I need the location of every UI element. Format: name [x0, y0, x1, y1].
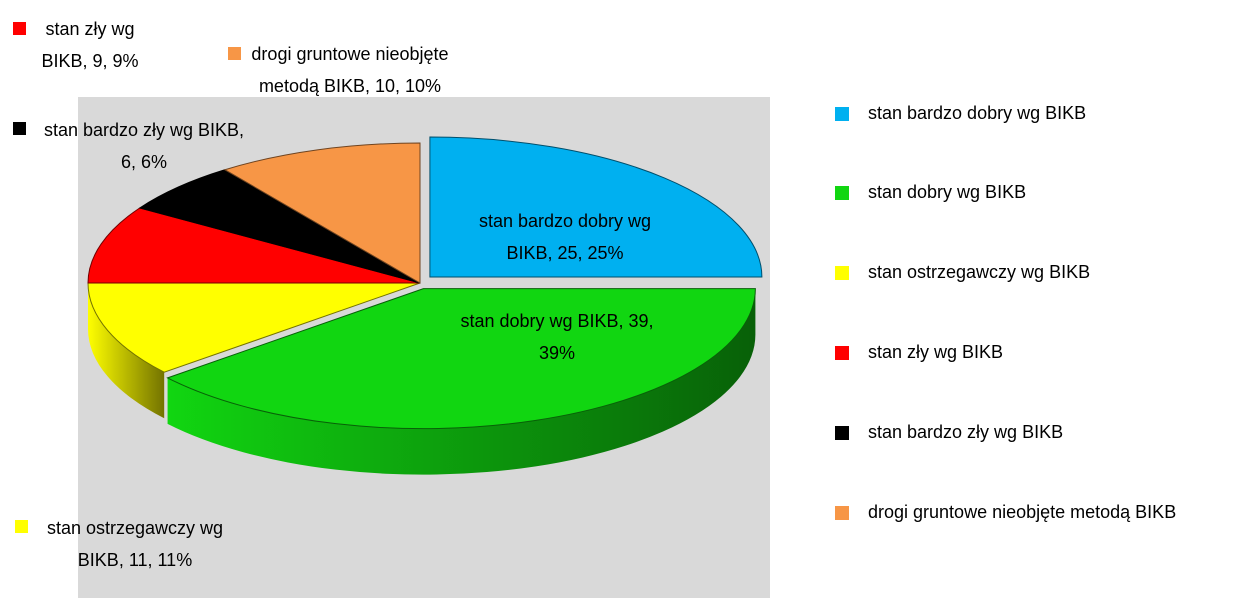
- legend-key: [835, 506, 849, 520]
- legend-entry: drogi gruntowe nieobjęte metodą BIKB: [868, 502, 1177, 522]
- legend-entry: stan bardzo zły wg BIKB: [868, 422, 1064, 442]
- legend-key: [835, 186, 849, 200]
- slice: [87, 207, 421, 284]
- legend-entry: stan dobry wg BIKB: [868, 182, 1027, 202]
- legend-key: [835, 107, 849, 121]
- data-label: stan bardzo dobry wg BIKB, 25, 25%: [478, 211, 652, 263]
- data-label: stan bardzo zły wg BIKB, 6, 6%: [43, 120, 245, 172]
- legend-key: [835, 346, 849, 360]
- label-key: [228, 47, 241, 60]
- label-key: [455, 312, 468, 325]
- slice-side: [87, 283, 165, 419]
- legend-key: [835, 266, 849, 280]
- label-key: [455, 212, 468, 225]
- slice: [87, 282, 421, 373]
- legend-entry: stan ostrzegawczy wg BIKB: [868, 262, 1091, 282]
- slice: [166, 288, 756, 430]
- label-key: [13, 122, 26, 135]
- slice: [138, 169, 421, 284]
- legend-entry: stan zły wg BIKB: [868, 342, 1004, 362]
- data-label: stan dobry wg BIKB, 39, 39%: [460, 311, 654, 363]
- legend-key: [835, 426, 849, 440]
- legend-entry: stan bardzo dobry wg BIKB: [868, 103, 1087, 123]
- data-label: drogi gruntowe nieobjęte metodą BIKB, 10…: [251, 44, 449, 96]
- label-key: [15, 520, 28, 533]
- label-key: [13, 22, 26, 35]
- slice: [223, 142, 421, 284]
- data-label: stan zły wg BIKB, 9, 9%: [41, 19, 139, 71]
- data-label: stan ostrzegawczy wg BIKB, 11, 11%: [46, 518, 224, 570]
- slice-side: [167, 288, 756, 475]
- slice: [429, 136, 763, 278]
